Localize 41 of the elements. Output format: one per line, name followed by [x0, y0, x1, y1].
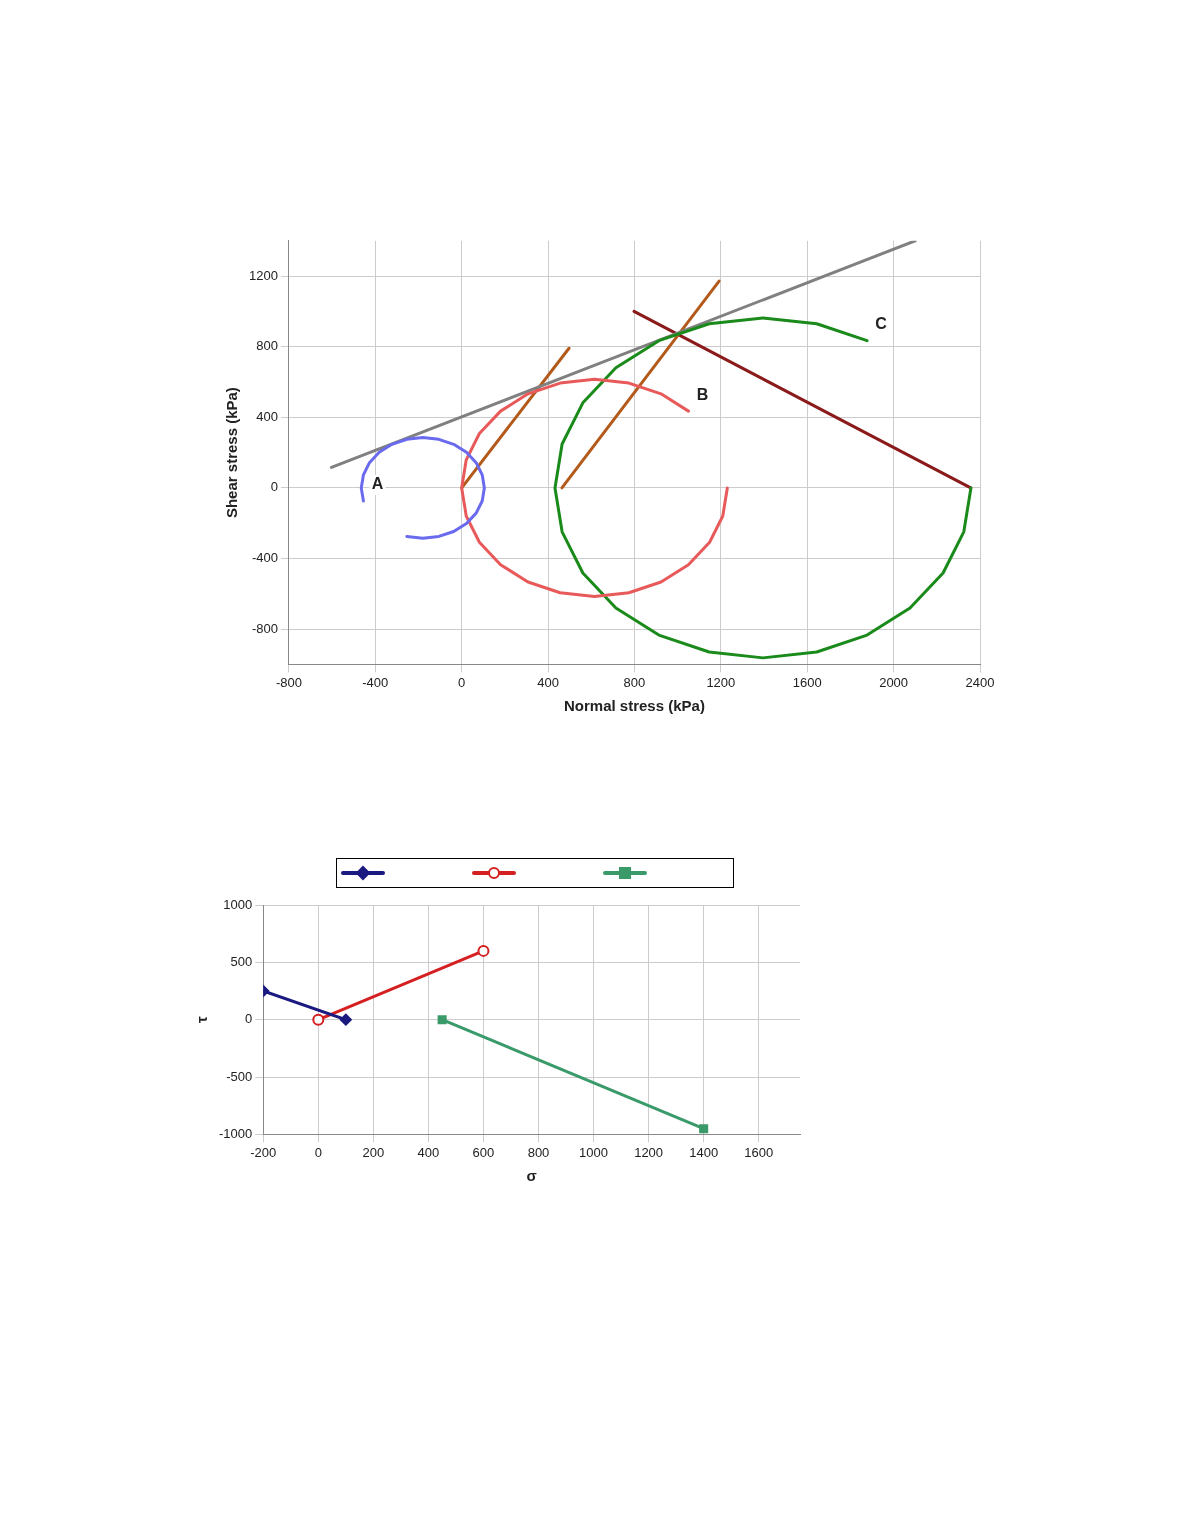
- y-tick-label: -800: [251, 620, 278, 636]
- x-tick-label: 1200: [634, 1144, 664, 1160]
- x-tick-label: 2000: [879, 674, 909, 690]
- annotation: B: [696, 385, 709, 403]
- x-tick-label: 1600: [792, 674, 822, 690]
- x-tick-label: 1600: [744, 1144, 774, 1160]
- y-tick-label: 800: [256, 338, 278, 354]
- x-tick-label: 1000: [579, 1144, 609, 1160]
- point: [477, 944, 490, 957]
- y-tick-label: -500: [226, 1068, 253, 1084]
- annotation: A: [371, 475, 384, 493]
- x-tick-label: -800: [275, 674, 302, 690]
- y-axis-title: τ: [193, 1016, 211, 1024]
- x-tick-label: 400: [537, 674, 559, 690]
- y-tick-label: -400: [251, 550, 278, 566]
- y-tick-label: 1000: [223, 896, 253, 912]
- annotation: C: [875, 315, 888, 333]
- y-axis-title: Shear stress (kPa): [223, 387, 241, 519]
- y-tick-label: -1000: [219, 1125, 253, 1141]
- x-tick-label: -400: [362, 674, 389, 690]
- x-tick-label: 600: [472, 1144, 495, 1160]
- y-tick-label: 400: [256, 408, 278, 424]
- x-tick-label: 2400: [965, 674, 995, 690]
- y-tick-label: 0: [270, 479, 278, 495]
- point: [699, 1124, 709, 1134]
- y-tick-label: 500: [230, 953, 253, 969]
- y-tick-label: 0: [245, 1011, 253, 1027]
- x-tick-label: 800: [527, 1144, 550, 1160]
- x-tick-label: 400: [417, 1144, 440, 1160]
- x-tick-label: 200: [362, 1144, 385, 1160]
- point: [312, 1013, 325, 1026]
- x-tick-label: 0: [314, 1144, 322, 1160]
- x-axis-title: Normal stress (kPa): [564, 697, 705, 715]
- x-axis-title: σ: [526, 1167, 537, 1185]
- x-tick-label: 800: [623, 674, 646, 690]
- x-tick-label: 1400: [689, 1144, 719, 1160]
- x-tick-label: -200: [250, 1144, 277, 1160]
- x-tick-label: 1200: [706, 674, 736, 690]
- point: [437, 1015, 447, 1025]
- y-tick-label: 1200: [249, 267, 278, 283]
- x-tick-label: 0: [458, 674, 466, 690]
